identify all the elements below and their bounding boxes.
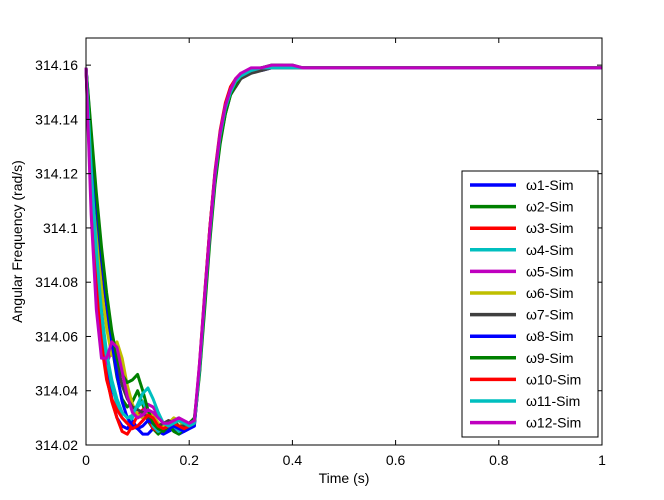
y-tick-label: 314.16 (35, 57, 78, 73)
legend-label-5: ω5-Sim (526, 263, 574, 279)
legend-label-9: ω9-Sim (526, 350, 574, 366)
y-tick-label: 314.1 (43, 220, 78, 236)
y-axis-label: Angular Frequency (rad/s) (9, 160, 25, 323)
legend-label-10: ω10-Sim (526, 371, 581, 387)
x-axis-ticks: 0 0.2 0.4 0.6 0.8 1 (82, 38, 606, 468)
y-tick-label: 314.08 (35, 274, 78, 290)
legend: ω1-Sim ω2-Sim ω3-Sim ω4-Sim ω5-Sim ω6-Sim ω7-S… (461, 170, 599, 438)
y-tick-label: 314.04 (35, 383, 78, 399)
y-tick-label: 314.14 (35, 111, 78, 127)
series-line-12 (84, 63, 602, 425)
legend-label-8: ω8-Sim (526, 328, 574, 344)
legend-box (461, 170, 599, 438)
x-tick-label: 1 (598, 452, 606, 468)
y-axis-ticks: 314.02 314.04 314.06 314.08 314.1 314.12 314.1… (35, 57, 602, 453)
legend-label-12: ω12-Sim (526, 415, 581, 431)
x-tick-label: 0.8 (489, 452, 509, 468)
y-tick-label: 314.02 (35, 437, 78, 453)
x-tick-label: 0.6 (386, 452, 406, 468)
legend-label-3: ω3-Sim (526, 220, 574, 236)
y-tick-label: 314.12 (35, 166, 78, 182)
y-tick-label: 314.06 (35, 328, 78, 344)
x-tick-label: 0.4 (283, 452, 303, 468)
x-tick-label: 0 (82, 452, 90, 468)
legend-label-1: ω1-Sim (526, 177, 574, 193)
x-axis-label: Time (s) (319, 470, 370, 486)
x-tick-label: 0.2 (179, 452, 199, 468)
legend-label-6: ω6-Sim (526, 285, 574, 301)
legend-label-2: ω2-Sim (526, 199, 574, 215)
series-lines (84, 63, 602, 436)
legend-label-11: ω11-Sim (526, 393, 580, 409)
plot-area-frame (85, 37, 603, 446)
legend-label-4: ω4-Sim (526, 242, 574, 258)
legend-label-7: ω7-Sim (526, 307, 574, 323)
